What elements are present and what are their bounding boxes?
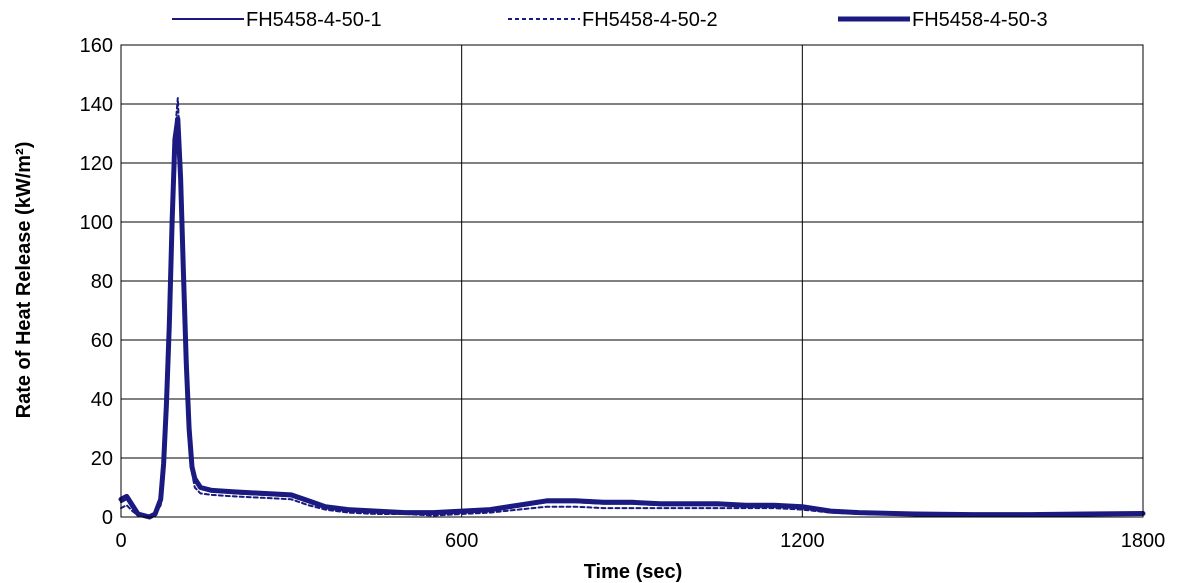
y-tick-label: 80 (91, 271, 113, 293)
y-tick-label: 60 (91, 330, 113, 352)
x-tick-label: 0 (115, 530, 126, 552)
plot-frame (120, 44, 1144, 518)
y-tick-label: 140 (80, 94, 113, 116)
y-tick-label: 120 (80, 153, 113, 175)
y-tick-label: 20 (91, 448, 113, 470)
x-axis-title: Time (sec) (584, 561, 683, 583)
legend-label-2: FH5458-4-50-2 (582, 9, 718, 31)
series-group (118, 97, 1146, 520)
x-tick-label: 600 (445, 530, 478, 552)
y-tick-label: 0 (102, 507, 113, 529)
x-tick-label: 1200 (780, 530, 825, 552)
y-tick-label: 40 (91, 389, 113, 411)
series-line-3 (118, 116, 1146, 520)
legend-label-1: FH5458-4-50-1 (246, 9, 382, 31)
y-tick-label: 160 (80, 35, 113, 57)
legend-label-3: FH5458-4-50-3 (912, 9, 1048, 31)
legend: FH5458-4-50-1 FH5458-4-50-2 FH5458-4-50-3 (172, 9, 1048, 31)
y-tick-label: 100 (80, 212, 113, 234)
x-tick-labels: 0 600 1200 1800 (115, 530, 1165, 552)
x-tick-label: 1800 (1121, 530, 1166, 552)
y-axis-title: Rate of Heat Release (kW/m²) (13, 142, 35, 419)
y-tick-labels: 0 20 40 60 80 100 120 140 160 (80, 35, 113, 529)
